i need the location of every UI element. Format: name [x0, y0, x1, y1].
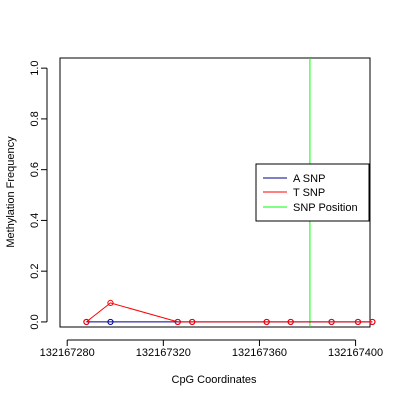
- data-point-t-snp: [174, 318, 181, 326]
- legend: A SNP T SNP SNP Position: [255, 163, 370, 222]
- data-point-t-snp: [328, 318, 335, 326]
- y-tick-label: 0.2: [29, 264, 41, 279]
- x-tick-label: 132167400: [328, 347, 383, 359]
- data-point-t-snp: [189, 318, 196, 326]
- x-tick-label: 132167280: [40, 347, 95, 359]
- y-tick-label: 0.0: [29, 314, 41, 329]
- y-tick-label: 1.0: [29, 61, 41, 76]
- y-tick-label: 0.6: [29, 162, 41, 177]
- plot-frame: [59, 57, 371, 328]
- data-point-t-snp: [107, 299, 114, 306]
- data-point-a-snp: [107, 318, 114, 326]
- y-axis-title: Methylation Frequency: [5, 136, 17, 248]
- legend-label-t-snp: T SNP: [293, 187, 325, 199]
- x-tick-label: 132167320: [136, 347, 191, 359]
- legend-label-snp-position: SNP Position: [293, 202, 358, 214]
- data-point-t-snp: [369, 318, 376, 326]
- x-axis-title: CpG Coordinates: [172, 374, 257, 386]
- x-axis: 132167280 132167320 132167360 132167400: [40, 339, 383, 359]
- y-tick-label: 0.4: [29, 213, 41, 228]
- x-tick-label: 132167360: [232, 347, 287, 359]
- data-point-t-snp: [263, 318, 270, 326]
- y-axis: 0.0 0.2 0.4 0.6 0.8 1.0: [29, 61, 48, 330]
- data-point-t-snp: [83, 318, 90, 326]
- legend-label-a-snp: A SNP: [293, 173, 325, 185]
- y-tick-label: 0.8: [29, 111, 41, 126]
- series-layer: [83, 299, 376, 326]
- data-point-t-snp: [287, 318, 294, 326]
- series-line-t-snp: [86, 302, 373, 323]
- data-point-t-snp: [354, 318, 362, 326]
